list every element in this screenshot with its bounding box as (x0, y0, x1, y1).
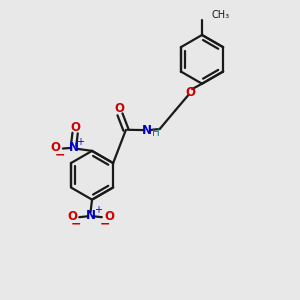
Text: N: N (69, 141, 79, 154)
Text: O: O (67, 210, 77, 223)
Text: +: + (94, 205, 102, 215)
Text: −: − (54, 148, 65, 162)
Text: CH₃: CH₃ (212, 10, 230, 20)
Text: H: H (152, 128, 160, 138)
Text: N: N (85, 209, 96, 222)
Text: N: N (142, 124, 152, 137)
Text: −: − (71, 217, 81, 230)
Text: O: O (51, 141, 61, 154)
Text: O: O (104, 210, 114, 223)
Text: −: − (100, 217, 110, 230)
Text: O: O (70, 121, 80, 134)
Text: +: + (76, 137, 84, 147)
Text: O: O (186, 85, 196, 98)
Text: O: O (114, 102, 124, 115)
